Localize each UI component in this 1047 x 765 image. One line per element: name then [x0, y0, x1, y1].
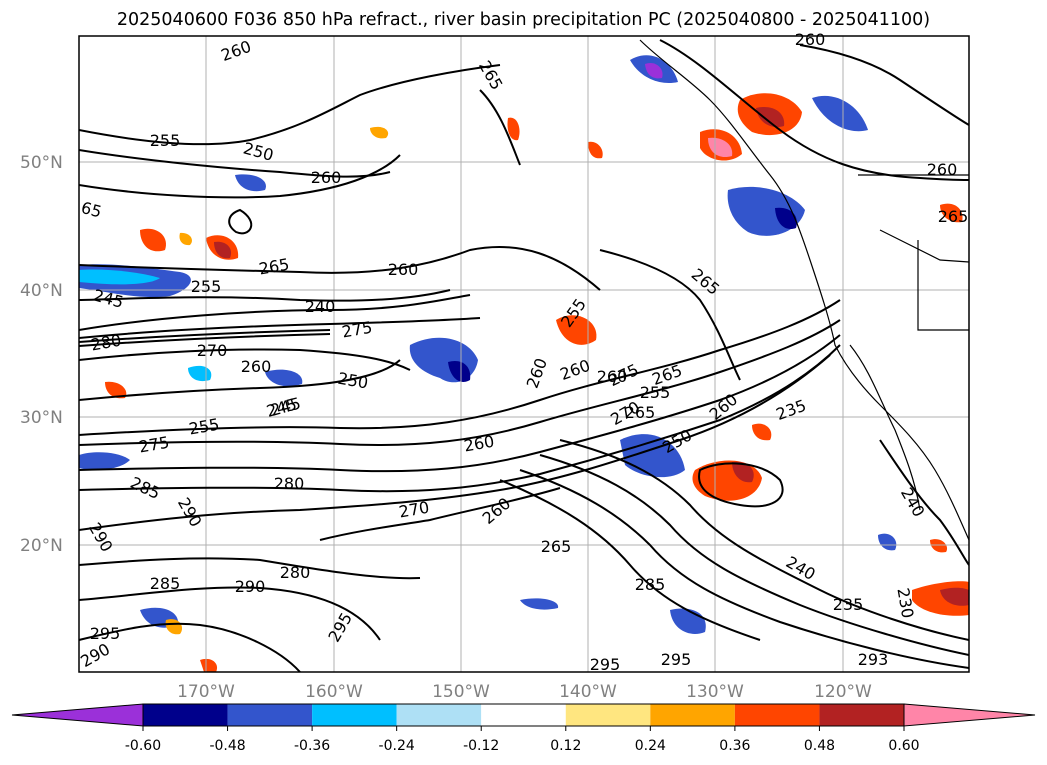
contour-label: 270 [197, 341, 228, 360]
contour-label: 265 [625, 403, 656, 422]
colorbar-segment [143, 704, 228, 726]
map-title: 2025040600 F036 850 hPa refract., river … [116, 10, 931, 30]
pos-patch [732, 461, 754, 483]
pos-patch [507, 117, 520, 141]
neg-patch [775, 207, 797, 230]
neg-patch [448, 360, 471, 382]
pos-patch [179, 232, 192, 246]
pos-patch [940, 203, 963, 223]
contour-label: 255 [150, 131, 181, 150]
pos-patch [588, 141, 603, 159]
colorbar-tick-label: -0.36 [294, 738, 330, 754]
colorbar: -0.60 -0.48 -0.36 -0.24 -0.12 0.12 0.24 0.36 0.4… [11, 703, 1036, 754]
lat-label: 50°N [20, 153, 63, 173]
neg-patch [812, 95, 868, 132]
pos-patch [752, 423, 772, 441]
colorbar-extend-max [903, 703, 1036, 727]
neg-patch [645, 62, 663, 79]
pos-patch [556, 315, 597, 345]
neg-patch [188, 365, 212, 382]
contour-label: 255 [191, 277, 222, 296]
contour-label: 265 [541, 537, 572, 556]
latitude-labels: 50°N 40°N 30°N 20°N [20, 153, 63, 556]
contour-label: 260 [311, 168, 342, 187]
contour-label: 260 [927, 160, 958, 179]
colorbar-segment [396, 704, 482, 726]
neg-patch [79, 452, 130, 470]
colorbar-tick-label: 0.12 [550, 738, 581, 754]
lon-label: 120°W [814, 682, 872, 702]
colorbar-segment [481, 704, 566, 726]
colorbar-outline [142, 703, 905, 727]
pos-patch [940, 587, 969, 606]
colorbar-tick-label: -0.48 [209, 738, 245, 754]
colorbar-tick-label: 0.60 [888, 738, 919, 754]
pos-patch [930, 539, 948, 553]
lon-label: 140°W [559, 682, 617, 702]
pos-patch [370, 126, 389, 139]
colorbar-tick-label: 0.36 [719, 738, 750, 754]
contour-label: 240 [305, 297, 336, 316]
colorbar-segment [819, 704, 904, 726]
lon-label: 170°W [177, 682, 235, 702]
contour-label: 235 [833, 595, 864, 614]
neg-patch [878, 533, 897, 551]
contour-label: 285 [635, 575, 666, 594]
neg-patch [265, 369, 303, 387]
contour-label: 260 [597, 367, 628, 386]
contour-label: 295 [590, 655, 621, 674]
lat-label: 20°N [20, 536, 63, 556]
colorbar-extend-min [11, 703, 144, 727]
pos-patch [140, 228, 166, 252]
colorbar-segment [734, 704, 820, 726]
contour-label: 65 [79, 198, 104, 222]
graticule [79, 36, 969, 672]
contour-label: 293 [858, 650, 889, 669]
contour-label: 280 [280, 563, 311, 582]
lon-label: 130°W [686, 682, 744, 702]
colorbar-segment [650, 704, 735, 726]
longitude-labels: 170°W 160°W 150°W 140°W 130°W 120°W [177, 682, 872, 702]
pos-patch [105, 381, 127, 399]
coastline [639, 39, 969, 541]
contour-label: 295 [661, 650, 692, 669]
contour-label: 260 [388, 260, 419, 279]
colorbar-tick-label: -0.24 [379, 738, 415, 754]
pos-patch [200, 658, 218, 672]
pos-patch [708, 137, 733, 158]
refractivity-contours [79, 39, 969, 672]
colorbar-segment [227, 704, 313, 726]
neg-patch [235, 174, 266, 192]
map-panel [79, 36, 969, 672]
colorbar-segment [565, 704, 651, 726]
lon-label: 160°W [305, 682, 363, 702]
lat-label: 30°N [20, 408, 63, 428]
neg-patch [79, 269, 160, 285]
lat-label: 40°N [20, 281, 63, 301]
map-border [78, 35, 970, 673]
pos-patch [214, 241, 232, 259]
contour-label: 260 [241, 357, 272, 376]
pos-patch [756, 106, 785, 128]
colorbar-segment [312, 704, 397, 726]
neg-patch [520, 598, 559, 610]
contour-label: 280 [274, 474, 305, 493]
map-content [79, 36, 969, 672]
contour-label: 285 [150, 574, 181, 593]
colorbar-tick-label: 0.48 [804, 738, 835, 754]
colorbar-tick-label: -0.12 [463, 738, 499, 754]
contour-label: 265 [938, 207, 969, 226]
contour-label: 290 [235, 577, 266, 596]
contour-label: 255 [640, 383, 671, 402]
lon-label: 150°W [432, 682, 490, 702]
colorbar-tick-label: 0.24 [635, 738, 666, 754]
contour-label: 295 [90, 624, 121, 643]
colorbar-tick-label: -0.60 [125, 738, 161, 754]
contour-label: 260 [795, 30, 826, 49]
